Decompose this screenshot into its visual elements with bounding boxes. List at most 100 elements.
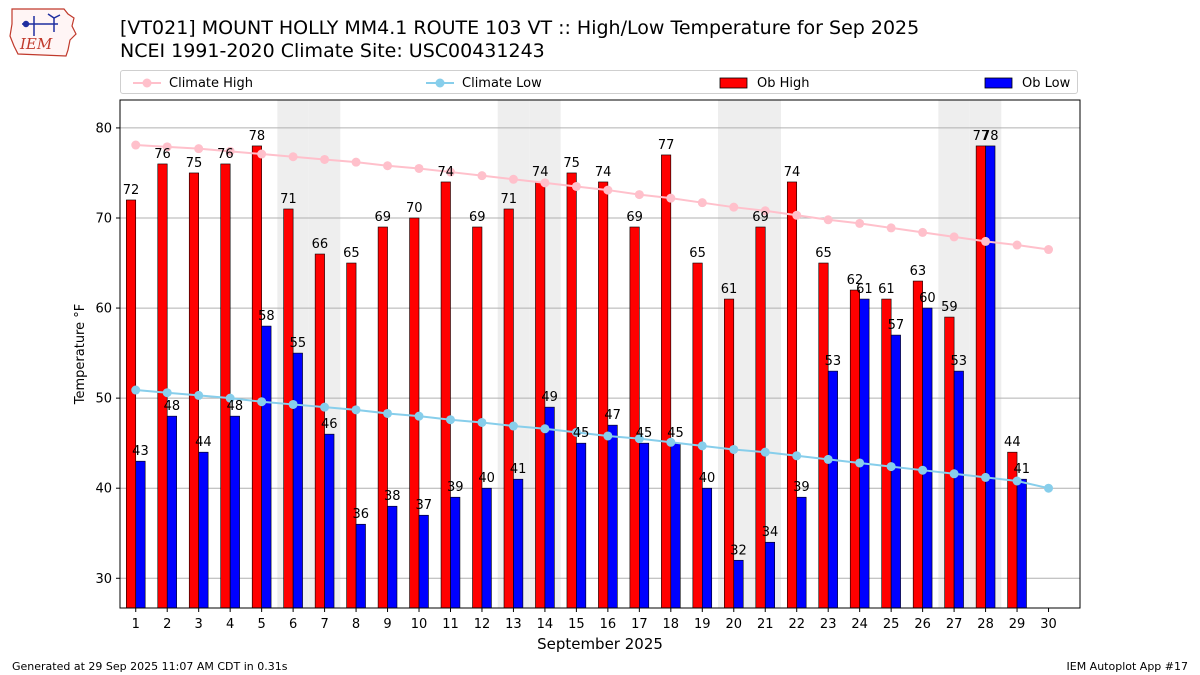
ob-low-label-12: 40	[478, 471, 495, 486]
legend: Climate High Climate Low Ob High Ob Low	[120, 70, 1078, 94]
ob-low-bar-13	[513, 478, 524, 609]
ob-low-bar-21	[764, 541, 775, 609]
ob-low-swatch	[984, 77, 1013, 89]
app-label: IEM Autoplot App #17	[1066, 660, 1189, 673]
ob-low-label-23: 53	[825, 354, 842, 369]
ob-high-label-27: 59	[941, 300, 958, 315]
ob-high-bar-18	[661, 154, 672, 609]
x-tick-label-2: 2	[163, 617, 171, 632]
ob-low-bar-7	[324, 433, 335, 609]
ob-low-bar-6	[292, 352, 303, 609]
climate-high-point-28	[981, 236, 991, 246]
y-tick-label-80: 80	[95, 121, 112, 136]
climate-high-point-2	[162, 142, 172, 152]
ob-high-bar-28	[975, 145, 986, 609]
ob-low-label-18: 45	[667, 426, 684, 441]
ob-low-label-19: 40	[699, 471, 716, 486]
iem-logo: IEM	[9, 8, 77, 57]
climate-high-point-21	[760, 206, 770, 216]
ob-low-bar-29	[1016, 478, 1027, 609]
ob-low-bar-10	[418, 514, 429, 609]
legend-ob-low-label: Ob Low	[1022, 75, 1071, 91]
climate-low-point-1	[131, 385, 141, 395]
ob-low-label-9: 38	[384, 489, 401, 504]
ob-low-label-22: 39	[793, 480, 810, 495]
ob-low-label-21: 34	[762, 525, 779, 540]
climate-high-point-14	[540, 178, 550, 188]
ob-low-label-20: 32	[730, 543, 747, 558]
legend-climate-low: Climate Low	[426, 74, 542, 92]
climate-high-point-7	[320, 154, 330, 164]
iowa-state-outline	[9, 8, 77, 57]
ob-high-bar-4	[220, 163, 231, 609]
ob-low-label-2: 48	[164, 399, 181, 414]
climate-low-point-18	[666, 437, 676, 447]
ob-high-label-11: 74	[437, 165, 454, 180]
ob-low-bar-12	[481, 487, 492, 609]
climate-high-point-23	[823, 215, 833, 225]
climate-high-point-9	[383, 161, 393, 171]
x-tick-label-4: 4	[226, 617, 234, 632]
climate-low-line	[135, 389, 1049, 490]
ob-high-bar-8	[346, 262, 357, 609]
ob-low-bar-9	[387, 505, 398, 609]
climate-low-point-3	[194, 390, 204, 400]
x-tick-label-8: 8	[352, 617, 360, 632]
climate-high-point-18	[666, 193, 676, 203]
ob-low-bar-23	[827, 370, 838, 609]
ob-low-bar-2	[166, 415, 177, 609]
climate-high-point-20	[729, 202, 739, 212]
ob-low-bar-15	[576, 442, 587, 609]
ob-high-bar-3	[188, 172, 199, 609]
x-tick-label-9: 9	[383, 617, 391, 632]
ob-high-bar-22	[786, 181, 798, 609]
ob-low-bar-27	[953, 370, 964, 609]
ob-high-label-22: 74	[784, 165, 801, 180]
climate-high-point-19	[697, 198, 707, 208]
climate-low-point-29	[1012, 476, 1022, 486]
legend-ob-high: Ob High	[719, 74, 810, 92]
ob-high-label-15: 75	[563, 156, 580, 171]
ob-low-bar-22	[796, 496, 807, 609]
climate-low-point-13	[508, 421, 518, 431]
climate-low-point-22	[792, 451, 802, 461]
ob-low-bar-18	[670, 442, 681, 609]
plot-frame	[119, 99, 1081, 609]
climate-high-point-22	[792, 210, 802, 220]
ob-low-label-6: 55	[290, 336, 307, 351]
y-tick-label-60: 60	[95, 302, 112, 317]
ob-low-bar-3	[198, 451, 209, 609]
ob-low-label-16: 47	[604, 408, 621, 423]
ob-low-bar-16	[607, 424, 618, 609]
ob-low-label-24: 61	[856, 282, 873, 297]
ob-high-bar-2	[157, 163, 168, 609]
ob-high-bar-11	[440, 181, 451, 609]
x-tick-label-23: 23	[820, 617, 837, 632]
ob-high-label-7: 66	[312, 237, 329, 252]
ob-high-bar-23	[818, 262, 829, 609]
climate-high-point-17	[634, 190, 644, 200]
ob-high-bar-1	[125, 199, 137, 609]
climate-high-swatch	[133, 78, 161, 88]
ob-low-bar-28	[985, 145, 996, 609]
ob-high-label-26: 63	[910, 264, 927, 279]
y-axis-label: Temperature °F	[73, 304, 88, 405]
ob-high-swatch	[719, 77, 748, 89]
x-tick-label-5: 5	[257, 617, 265, 632]
legend-ob-low: Ob Low	[984, 74, 1070, 92]
ob-high-bar-21	[755, 226, 766, 609]
climate-low-point-7	[320, 402, 330, 412]
ob-high-label-14: 74	[532, 165, 549, 180]
x-tick-label-26: 26	[914, 617, 931, 632]
climate-low-point-23	[823, 454, 833, 464]
climate-high-point-12	[477, 171, 487, 181]
climate-low-point-20	[729, 444, 739, 454]
y-tick-label-50: 50	[95, 392, 112, 407]
ob-low-label-28: 78	[982, 129, 999, 144]
climate-low-point-16	[603, 431, 613, 441]
x-tick-label-13: 13	[505, 617, 522, 632]
climate-low-point-21	[760, 447, 770, 457]
ob-low-label-10: 37	[415, 498, 432, 513]
ob-high-label-2: 76	[154, 147, 171, 162]
ob-high-label-18: 77	[658, 138, 675, 153]
